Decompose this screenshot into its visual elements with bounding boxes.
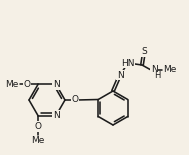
Text: N: N: [151, 66, 157, 75]
Text: Me: Me: [6, 80, 19, 89]
Text: S: S: [141, 47, 147, 57]
Text: Me: Me: [163, 66, 176, 75]
Text: O: O: [35, 122, 42, 131]
Text: N: N: [117, 71, 123, 80]
Text: O: O: [71, 95, 78, 104]
Text: H: H: [154, 71, 160, 80]
Text: N: N: [53, 111, 59, 120]
Text: HN: HN: [121, 58, 135, 67]
Text: O: O: [23, 80, 30, 89]
Text: Me: Me: [31, 136, 45, 145]
Text: N: N: [53, 80, 59, 89]
